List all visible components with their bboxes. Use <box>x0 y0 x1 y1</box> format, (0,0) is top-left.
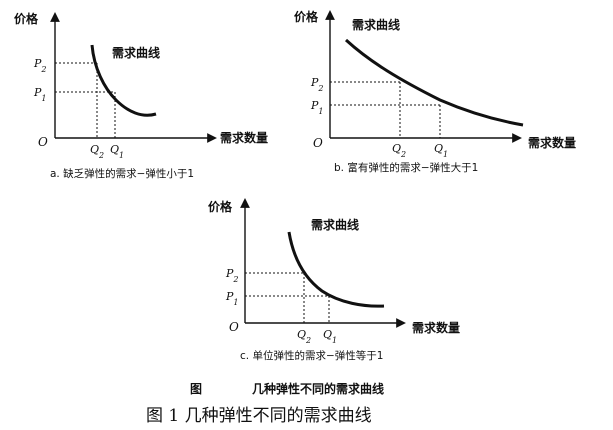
p2-label: P2 <box>225 267 239 284</box>
p2-label: P2 <box>33 57 47 74</box>
panel-c: 价格 需求数量 O 需求曲线 P2 P1 Q2 Q1 c. 单位弹性的需求−弹性… <box>208 198 460 362</box>
y-axis-label: 价格 <box>294 9 319 24</box>
origin-label: O <box>38 135 48 149</box>
panel-b: 价格 需求数量 O 需求曲线 P2 P1 Q2 Q1 b. 富有弹性的需求−弹性… <box>294 9 576 174</box>
caption-b: b. 富有弹性的需求−弹性大于1 <box>334 161 478 174</box>
p2-label: P2 <box>310 76 324 93</box>
y-axis-label: 价格 <box>14 11 39 26</box>
q2-label: Q2 <box>392 142 406 159</box>
main-title: 图 1 几种弹性不同的需求曲线 <box>146 406 372 426</box>
origin-label: O <box>229 320 239 334</box>
q1-label: Q1 <box>110 143 124 160</box>
curve-label: 需求曲线 <box>311 217 359 232</box>
demand-curve <box>344 38 524 127</box>
p1-label: P1 <box>225 290 239 307</box>
q2-label: Q2 <box>297 328 311 345</box>
figure-label: 图 <box>190 382 202 396</box>
figure-subtitle: 几种弹性不同的需求曲线 <box>252 381 384 396</box>
origin-label: O <box>313 136 323 150</box>
demand-curve <box>287 231 385 308</box>
q1-label: Q1 <box>434 142 448 159</box>
curve-label: 需求曲线 <box>112 45 160 60</box>
p1-label: P1 <box>33 86 47 103</box>
p1-label: P1 <box>310 99 324 116</box>
demand-curve <box>90 44 157 117</box>
curve-label: 需求曲线 <box>352 17 400 32</box>
q2-label: Q2 <box>90 143 104 160</box>
x-axis-label: 需求数量 <box>528 135 576 150</box>
panel-a: 价格 需求数量 O 需求曲线 P2 P1 Q2 Q1 a. 缺乏弹性的需求−弹性… <box>14 11 268 180</box>
x-axis-label: 需求数量 <box>412 320 460 335</box>
q1-label: Q1 <box>323 328 337 345</box>
caption-a: a. 缺乏弹性的需求−弹性小于1 <box>50 167 194 180</box>
x-axis-label: 需求数量 <box>220 130 268 145</box>
y-axis-label: 价格 <box>208 199 233 214</box>
caption-c: c. 单位弹性的需求−弹性等于1 <box>240 349 383 362</box>
